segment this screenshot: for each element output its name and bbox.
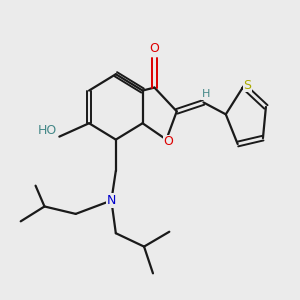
Text: O: O	[149, 42, 159, 56]
Text: O: O	[164, 135, 173, 148]
Text: S: S	[244, 79, 251, 92]
Text: N: N	[107, 194, 116, 207]
Text: H: H	[202, 89, 210, 99]
Text: HO: HO	[38, 124, 57, 137]
